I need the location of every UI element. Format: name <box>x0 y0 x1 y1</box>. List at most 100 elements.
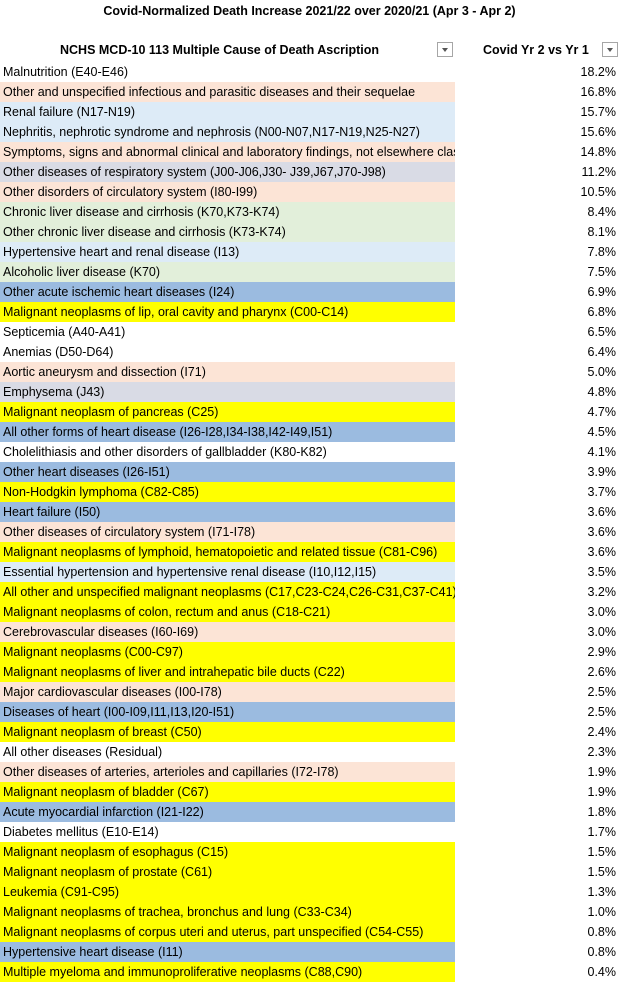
value-cell[interactable]: 3.6% <box>587 505 617 519</box>
table-row[interactable]: All other forms of heart disease (I26-I2… <box>0 422 619 442</box>
value-cell[interactable]: 16.8% <box>580 85 616 99</box>
table-row[interactable]: Alcoholic liver disease (K70) 7.5% <box>0 262 619 282</box>
value-cell[interactable]: 0.8% <box>587 945 617 959</box>
value-cell[interactable]: 18.2% <box>580 65 616 79</box>
table-row[interactable]: Acute myocardial infarction (I21-I22) 1.8… <box>0 802 619 822</box>
table-row[interactable]: Other diseases of circulatory system (I7… <box>0 522 619 542</box>
cause-cell[interactable]: Malignant neoplasm of breast (C50) <box>0 722 455 742</box>
cause-cell[interactable]: Cerebrovascular diseases (I60-I69) <box>0 622 455 642</box>
table-row[interactable]: Essential hypertension and hypertensive … <box>0 562 619 582</box>
table-row[interactable]: Diseases of heart (I00-I09,I11,I13,I20-I… <box>0 702 619 722</box>
cause-cell[interactable]: Other chronic liver disease and cirrhosi… <box>0 222 455 242</box>
cause-cell[interactable]: Other and unspecified infectious and par… <box>0 82 455 102</box>
cause-cell[interactable]: Other diseases of circulatory system (I7… <box>0 522 455 542</box>
table-row[interactable]: Heart failure (I50) 3.6% <box>0 502 619 522</box>
cause-cell[interactable]: Diseases of heart (I00-I09,I11,I13,I20-I… <box>0 702 455 722</box>
cause-cell[interactable]: Malignant neoplasm of esophagus (C15) <box>0 842 455 862</box>
cause-cell[interactable]: Other heart diseases (I26-I51) <box>0 462 455 482</box>
cause-cell[interactable]: Hypertensive heart disease (I11) <box>0 942 455 962</box>
value-cell[interactable]: 4.5% <box>587 425 617 439</box>
table-row[interactable]: Malignant neoplasm of pancreas (C25) 4.7% <box>0 402 619 422</box>
value-cell[interactable]: 3.6% <box>587 545 617 559</box>
value-cell[interactable]: 14.8% <box>580 145 616 159</box>
cause-cell[interactable]: Leukemia (C91-C95) <box>0 882 455 902</box>
table-row[interactable]: Nephritis, nephrotic syndrome and nephro… <box>0 122 619 142</box>
cause-cell[interactable]: Other diseases of respiratory system (J0… <box>0 162 455 182</box>
value-cell[interactable]: 6.4% <box>587 345 617 359</box>
filter-dropdown-icon[interactable] <box>437 42 453 57</box>
filter-dropdown-icon[interactable] <box>602 42 618 57</box>
cause-cell[interactable]: Malignant neoplasms of colon, rectum and… <box>0 602 455 622</box>
column-header-value[interactable]: Covid Yr 2 vs Yr 1 <box>455 40 619 60</box>
table-row[interactable]: All other and unspecified malignant neop… <box>0 582 619 602</box>
table-row[interactable]: Chronic liver disease and cirrhosis (K70… <box>0 202 619 222</box>
table-row[interactable]: Malignant neoplasms of trachea, bronchus… <box>0 902 619 922</box>
cause-cell[interactable]: Cholelithiasis and other disorders of ga… <box>0 442 455 462</box>
cause-cell[interactable]: Malignant neoplasms (C00-C97) <box>0 642 455 662</box>
cause-cell[interactable]: All other diseases (Residual) <box>0 742 455 762</box>
cause-cell[interactable]: Malignant neoplasms of liver and intrahe… <box>0 662 455 682</box>
value-cell[interactable]: 0.4% <box>587 965 617 979</box>
table-row[interactable]: Malignant neoplasm of breast (C50) 2.4% <box>0 722 619 742</box>
value-cell[interactable]: 2.4% <box>587 725 617 739</box>
cause-cell[interactable]: All other and unspecified malignant neop… <box>0 582 455 602</box>
cause-cell[interactable]: Acute myocardial infarction (I21-I22) <box>0 802 455 822</box>
table-row[interactable]: Malignant neoplasm of bladder (C67) 1.9% <box>0 782 619 802</box>
table-row[interactable]: Cholelithiasis and other disorders of ga… <box>0 442 619 462</box>
table-row[interactable]: Cerebrovascular diseases (I60-I69) 3.0% <box>0 622 619 642</box>
cause-cell[interactable]: Malnutrition (E40-E46) <box>0 62 455 82</box>
value-cell[interactable]: 3.9% <box>587 465 617 479</box>
value-cell[interactable]: 1.5% <box>587 845 617 859</box>
table-row[interactable]: Malignant neoplasm of esophagus (C15) 1.5… <box>0 842 619 862</box>
value-cell[interactable]: 1.5% <box>587 865 617 879</box>
value-cell[interactable]: 4.7% <box>587 405 617 419</box>
cause-cell[interactable]: Malignant neoplasms of lymphoid, hematop… <box>0 542 455 562</box>
value-cell[interactable]: 3.0% <box>587 625 617 639</box>
cause-cell[interactable]: Other acute ischemic heart diseases (I24… <box>0 282 455 302</box>
table-row[interactable]: Leukemia (C91-C95) 1.3% <box>0 882 619 902</box>
value-cell[interactable]: 1.0% <box>587 905 617 919</box>
cause-cell[interactable]: Septicemia (A40-A41) <box>0 322 455 342</box>
value-cell[interactable]: 15.6% <box>580 125 616 139</box>
cause-cell[interactable]: Essential hypertension and hypertensive … <box>0 562 455 582</box>
table-row[interactable]: Anemias (D50-D64) 6.4% <box>0 342 619 362</box>
cause-cell[interactable]: Other diseases of arteries, arterioles a… <box>0 762 455 782</box>
table-row[interactable]: Aortic aneurysm and dissection (I71) 5.0% <box>0 362 619 382</box>
value-cell[interactable]: 1.3% <box>587 885 617 899</box>
table-row[interactable]: Malignant neoplasms of lip, oral cavity … <box>0 302 619 322</box>
table-row[interactable]: Malignant neoplasm of prostate (C61) 1.5% <box>0 862 619 882</box>
table-row[interactable]: Other disorders of circulatory system (I… <box>0 182 619 202</box>
table-row[interactable]: Multiple myeloma and immunoproliferative… <box>0 962 619 982</box>
table-row[interactable]: Hypertensive heart and renal disease (I1… <box>0 242 619 262</box>
value-cell[interactable]: 3.6% <box>587 525 617 539</box>
value-cell[interactable]: 8.1% <box>587 225 617 239</box>
table-row[interactable]: Other diseases of arteries, arterioles a… <box>0 762 619 782</box>
table-row[interactable]: Other diseases of respiratory system (J0… <box>0 162 619 182</box>
value-cell[interactable]: 3.5% <box>587 565 617 579</box>
value-cell[interactable]: 1.8% <box>587 805 617 819</box>
value-cell[interactable]: 2.6% <box>587 665 617 679</box>
value-cell[interactable]: 1.9% <box>587 765 617 779</box>
value-cell[interactable]: 10.5% <box>580 185 616 199</box>
value-cell[interactable]: 15.7% <box>580 105 616 119</box>
value-cell[interactable]: 3.2% <box>587 585 617 599</box>
table-row[interactable]: Major cardiovascular diseases (I00-I78) 2… <box>0 682 619 702</box>
cause-cell[interactable]: Diabetes mellitus (E10-E14) <box>0 822 455 842</box>
table-row[interactable]: Malignant neoplasms (C00-C97) 2.9% <box>0 642 619 662</box>
cause-cell[interactable]: Malignant neoplasms of lip, oral cavity … <box>0 302 455 322</box>
table-row[interactable]: Symptoms, signs and abnormal clinical an… <box>0 142 619 162</box>
cause-cell[interactable]: Aortic aneurysm and dissection (I71) <box>0 362 455 382</box>
value-cell[interactable]: 2.5% <box>587 685 617 699</box>
value-cell[interactable]: 5.0% <box>587 365 617 379</box>
table-row[interactable]: Other heart diseases (I26-I51) 3.9% <box>0 462 619 482</box>
value-cell[interactable]: 1.7% <box>587 825 617 839</box>
cause-cell[interactable]: Malignant neoplasms of trachea, bronchus… <box>0 902 455 922</box>
value-cell[interactable]: 2.3% <box>587 745 617 759</box>
cause-cell[interactable]: Malignant neoplasm of bladder (C67) <box>0 782 455 802</box>
cause-cell[interactable]: Chronic liver disease and cirrhosis (K70… <box>0 202 455 222</box>
table-row[interactable]: Malignant neoplasms of liver and intrahe… <box>0 662 619 682</box>
cause-cell[interactable]: Other disorders of circulatory system (I… <box>0 182 455 202</box>
value-cell[interactable]: 4.8% <box>587 385 617 399</box>
cause-cell[interactable]: Heart failure (I50) <box>0 502 455 522</box>
value-cell[interactable]: 11.2% <box>581 165 616 179</box>
